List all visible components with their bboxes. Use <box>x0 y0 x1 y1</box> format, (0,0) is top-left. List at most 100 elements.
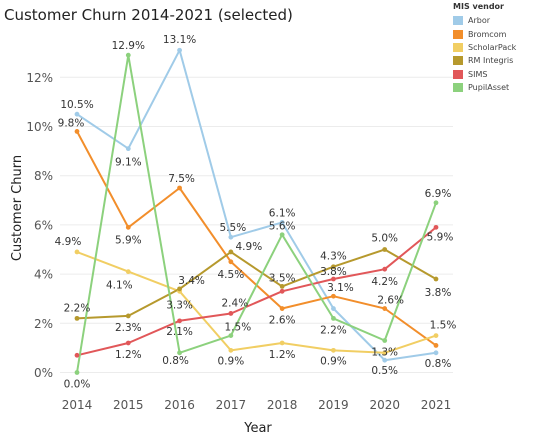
data-point-pupilasset[interactable] <box>74 370 80 375</box>
data-point-sims[interactable] <box>177 318 182 324</box>
data-point-rm-integris[interactable] <box>177 286 182 292</box>
x-tick-label: 2021 <box>421 398 452 412</box>
data-label-bromcom: 4.5% <box>218 269 245 281</box>
data-label-rm-integris: 3.8% <box>425 287 452 299</box>
legend-swatch-rm-integris <box>453 56 463 66</box>
legend-label-scholarpack: ScholarPack <box>468 42 517 52</box>
data-point-arbor[interactable] <box>125 146 131 152</box>
data-label-bromcom: 5.9% <box>115 234 142 246</box>
data-point-arbor[interactable] <box>228 234 234 240</box>
legend-item-pupilasset[interactable]: PupilAsset <box>453 81 537 94</box>
data-point-scholarpack[interactable] <box>228 347 234 353</box>
series-line-sims <box>76 226 437 357</box>
series-line-rm-integris <box>76 248 437 320</box>
data-point-rm-integris[interactable] <box>331 264 336 270</box>
data-label-bromcom: 3.1% <box>327 282 354 294</box>
data-labels: 10.5% 9.1% 13.1% 5.5% 6.1% 0.5% 0.8% 9.8% 5.9% 7.… <box>55 34 457 390</box>
data-label-arbor: 5.5% <box>220 222 247 234</box>
legend-swatch-arbor <box>453 16 463 26</box>
legend: MIS vendor Arbor Bromcom ScholarPack RM … <box>453 2 537 94</box>
series-points <box>74 47 439 375</box>
legend-item-scholarpack[interactable]: ScholarPack <box>453 41 537 54</box>
data-point-scholarpack[interactable] <box>74 249 80 255</box>
data-label-scholarpack: 3.3% <box>166 299 193 311</box>
legend-swatch-scholarpack <box>453 42 463 52</box>
x-tick-label: 2020 <box>369 398 400 412</box>
data-point-sims[interactable] <box>331 276 336 282</box>
data-point-arbor[interactable] <box>74 111 80 117</box>
x-tick-label: 2018 <box>267 398 298 412</box>
legend-label-sims: SIMS <box>468 69 488 79</box>
legend-title: MIS vendor <box>453 2 504 11</box>
data-point-sims[interactable] <box>279 288 285 294</box>
data-point-sims[interactable] <box>74 352 80 358</box>
data-point-arbor[interactable] <box>433 350 439 356</box>
x-tick-label: 2016 <box>164 398 195 412</box>
data-point-sims[interactable] <box>433 224 439 230</box>
x-tick-label: 2017 <box>216 398 247 412</box>
data-label-pupilasset: 6.9% <box>425 188 452 200</box>
data-point-bromcom[interactable] <box>331 293 336 299</box>
data-point-pupilasset[interactable] <box>382 338 388 343</box>
data-point-bromcom[interactable] <box>228 259 234 265</box>
data-point-arbor[interactable] <box>279 220 285 225</box>
y-tick-label: 2% <box>34 317 53 331</box>
data-point-arbor[interactable] <box>177 47 182 53</box>
data-label-bromcom: 9.8% <box>58 117 85 129</box>
gridlines <box>60 76 453 373</box>
data-point-pupilasset[interactable] <box>125 52 131 58</box>
data-point-scholarpack[interactable] <box>433 333 439 338</box>
data-label-scholarpack: 0.9% <box>218 355 245 367</box>
data-label-scholarpack: 4.1% <box>106 280 133 292</box>
y-axis-ticks: 0% 2% 4% 6% 8% 10% 12% <box>26 71 53 380</box>
data-point-bromcom[interactable] <box>382 306 388 311</box>
legend-swatch-sims <box>453 69 463 79</box>
x-tick-label: 2019 <box>318 398 349 412</box>
data-point-bromcom[interactable] <box>74 129 80 134</box>
data-point-rm-integris[interactable] <box>125 313 131 319</box>
data-label-sims: 5.9% <box>427 231 454 243</box>
data-point-bromcom[interactable] <box>177 185 182 191</box>
data-point-sims[interactable] <box>382 266 388 272</box>
y-tick-label: 6% <box>34 218 53 232</box>
data-point-arbor[interactable] <box>331 306 336 311</box>
data-point-bromcom[interactable] <box>279 306 285 311</box>
data-point-rm-integris[interactable] <box>382 247 388 252</box>
data-point-rm-integris[interactable] <box>279 284 285 289</box>
data-label-scholarpack: 1.5% <box>430 320 457 332</box>
series-line-scholarpack <box>76 251 437 354</box>
data-point-rm-integris[interactable] <box>228 249 234 255</box>
legend-swatch-bromcom <box>453 29 463 39</box>
data-point-sims[interactable] <box>125 340 131 346</box>
data-label-arbor: 6.1% <box>269 207 296 219</box>
legend-label-pupilasset: PupilAsset <box>468 83 510 93</box>
data-point-sims[interactable] <box>228 311 234 316</box>
data-point-rm-integris[interactable] <box>74 315 80 321</box>
data-point-bromcom[interactable] <box>433 343 439 348</box>
data-point-pupilasset[interactable] <box>331 315 336 321</box>
data-point-scholarpack[interactable] <box>382 350 388 356</box>
series-line-pupilasset <box>76 54 437 373</box>
data-point-pupilasset[interactable] <box>228 333 234 338</box>
y-tick-label: 10% <box>26 120 53 134</box>
data-point-scholarpack[interactable] <box>331 347 336 353</box>
y-tick-label: 8% <box>34 169 53 183</box>
data-point-pupilasset[interactable] <box>177 350 182 356</box>
data-point-scholarpack[interactable] <box>125 269 131 275</box>
data-label-scholarpack: 0.9% <box>320 355 347 367</box>
data-point-scholarpack[interactable] <box>279 340 285 346</box>
data-label-arbor: 0.5% <box>371 365 398 377</box>
y-tick-label: 0% <box>34 366 53 380</box>
legend-item-arbor[interactable]: Arbor <box>453 14 537 27</box>
data-point-bromcom[interactable] <box>125 224 131 230</box>
data-point-arbor[interactable] <box>382 357 388 363</box>
y-tick-label: 4% <box>34 268 53 282</box>
legend-item-sims[interactable]: SIMS <box>453 68 537 81</box>
data-point-pupilasset[interactable] <box>433 200 439 206</box>
data-point-rm-integris[interactable] <box>433 276 439 282</box>
data-point-pupilasset[interactable] <box>279 232 285 238</box>
data-label-sims: 3.8% <box>320 266 347 278</box>
data-label-pupilasset: 2.2% <box>320 324 347 336</box>
legend-item-rm-integris[interactable]: RM Integris <box>453 54 537 67</box>
legend-item-bromcom[interactable]: Bromcom <box>453 27 537 40</box>
